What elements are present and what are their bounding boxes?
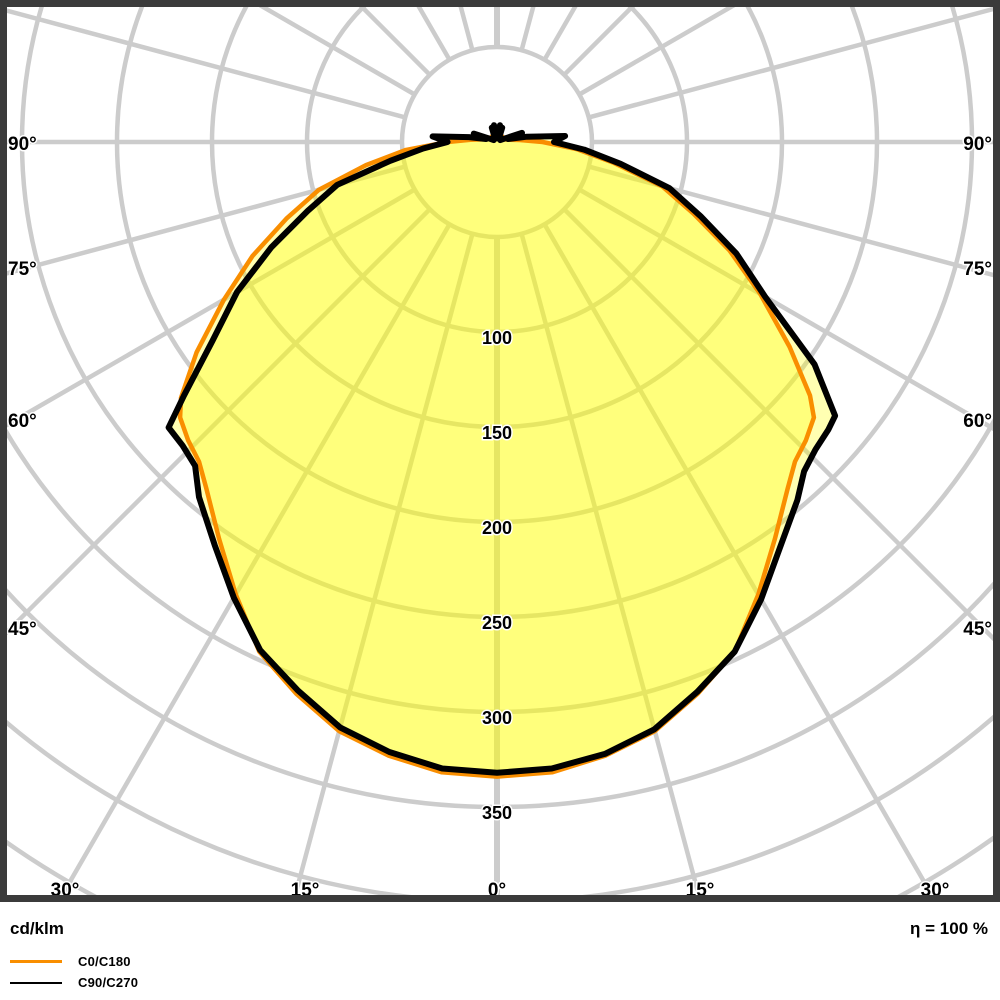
legend-item-c0c180: C0/C180 xyxy=(10,951,138,972)
efficiency-label: η = 100 % xyxy=(910,919,988,938)
c0c180-line-swatch xyxy=(10,960,62,963)
curve-C90-C270 xyxy=(165,122,839,776)
ring-label-350: 350 xyxy=(482,803,512,823)
angle-label-45deg: 45° xyxy=(963,619,992,640)
plot-frame xyxy=(0,0,1000,902)
legend-label-c0c180: C0/C180 xyxy=(78,954,131,969)
angle-label-15deg: 15° xyxy=(291,880,320,901)
angle-label-75deg: 75° xyxy=(963,259,992,280)
ring-label-200: 200 xyxy=(482,518,512,538)
ring-value-labels: 100 150 200 250 300 350 xyxy=(480,327,513,825)
ring-label-300: 300 xyxy=(482,708,512,728)
legend-item-c90c270: C90/C270 xyxy=(10,972,138,993)
angle-label-30deg: 30° xyxy=(51,880,80,901)
legend: C0/C180 C90/C270 xyxy=(10,951,138,993)
angle-label-60deg: 60° xyxy=(963,411,992,432)
ring-label-250: 250 xyxy=(482,613,512,633)
legend-label-c90c270: C90/C270 xyxy=(78,975,139,990)
fill-C90-C270 xyxy=(168,125,836,773)
fill-C0-C180 xyxy=(180,134,814,777)
angle-labels: 90° 75° 60° 45° 90° 75° 60° 45° 30° 15° 0° 15° 30° xyxy=(7,133,993,901)
angle-label-90deg: 90° xyxy=(8,134,37,155)
angle-label-75deg: 75° xyxy=(8,259,37,280)
unit-label: cd/klm xyxy=(10,919,64,938)
angle-label-0deg: 0° xyxy=(488,880,506,901)
ring-label-150: 150 xyxy=(482,423,512,443)
polar-chart: 100 150 200 250 300 350 90° 75° 60° 45° 90° 75° 60° 4… xyxy=(0,0,1000,902)
angle-label-15deg: 15° xyxy=(686,880,715,901)
ring-label-100: 100 xyxy=(482,328,512,348)
c90c270-line-swatch xyxy=(10,981,62,984)
angle-label-60deg: 60° xyxy=(8,411,37,432)
angle-label-45deg: 45° xyxy=(8,619,37,640)
angle-label-90deg: 90° xyxy=(963,134,992,155)
polar-plot-area: 100 150 200 250 300 350 90° 75° 60° 45° 90° 75° 60° 4… xyxy=(0,0,1000,902)
angle-label-30deg: 30° xyxy=(921,880,950,901)
plot-inner: 100 150 200 250 300 350 90° 75° 60° 45° 90° 75° 60° 4… xyxy=(7,7,993,901)
